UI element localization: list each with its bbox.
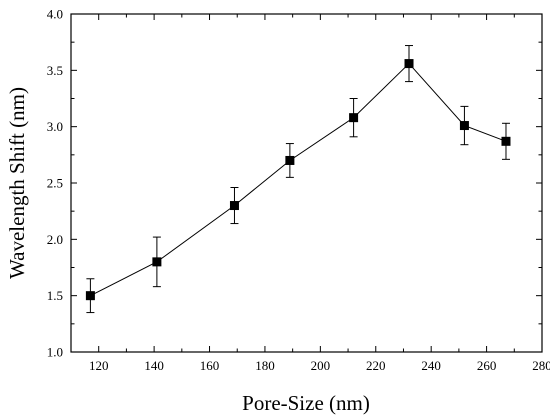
x-tick-label: 200 xyxy=(311,358,331,373)
x-tick-label: 240 xyxy=(421,358,441,373)
y-tick-label: 2.5 xyxy=(47,176,63,191)
data-point-marker xyxy=(85,291,95,301)
data-point-marker xyxy=(285,155,295,165)
y-tick-label: 1.0 xyxy=(47,345,63,360)
data-point-marker xyxy=(404,59,414,69)
x-axis-title: Pore-Size (nm) xyxy=(242,391,370,415)
series-layer xyxy=(85,45,511,314)
x-tick-label: 180 xyxy=(255,358,275,373)
x-tick-label: 280 xyxy=(532,358,550,373)
data-point-marker xyxy=(349,113,359,123)
x-tick-label: 140 xyxy=(144,358,164,373)
x-tick-label: 220 xyxy=(366,358,386,373)
y-tick-label: 1.5 xyxy=(47,288,63,303)
data-point-marker xyxy=(229,201,239,211)
y-tick-label: 3.0 xyxy=(47,119,63,134)
x-tick-label: 160 xyxy=(200,358,220,373)
x-tick-label: 260 xyxy=(477,358,497,373)
y-tick-label: 3.5 xyxy=(47,63,63,78)
data-point-marker xyxy=(152,257,162,267)
y-tick-label: 4.0 xyxy=(47,7,63,22)
y-axis-title: Wavelength Shift (nm) xyxy=(5,87,29,279)
plot-area-frame xyxy=(70,13,543,353)
y-tick-label: 2.0 xyxy=(47,232,63,247)
x-tick-label: 120 xyxy=(89,358,109,373)
series-line xyxy=(90,62,507,297)
axis-ticks: 120 140 160 180 200 220 240 260 280 1.0 1.5 2.0 2.5 3… xyxy=(47,7,550,374)
data-point-marker xyxy=(501,136,511,146)
data-point-marker xyxy=(459,121,469,131)
